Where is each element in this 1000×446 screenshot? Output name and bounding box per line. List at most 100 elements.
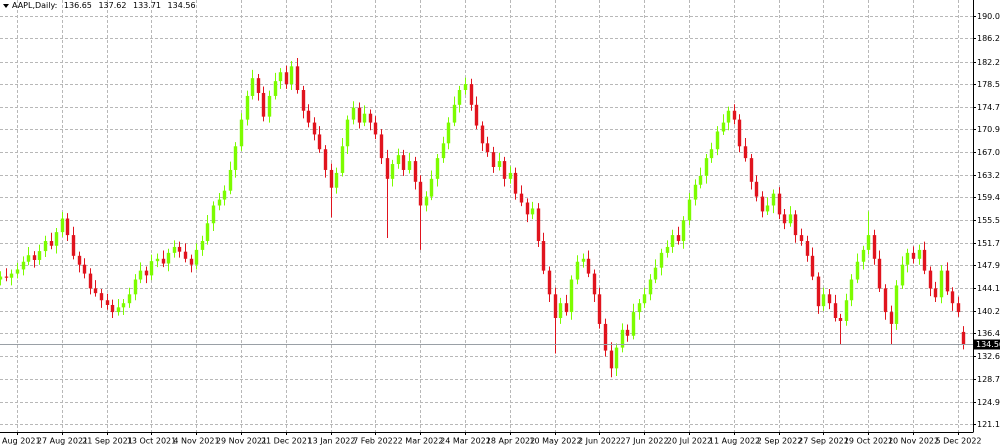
y-tick-label: 178.50 [977,80,1000,89]
candle-body [26,255,31,262]
candle-body [345,119,350,147]
y-tick-label: 147.90 [977,261,1000,270]
x-tick-label: 2 Mar 2022 [398,437,444,446]
candle-body [329,169,334,188]
candle-body [149,261,154,276]
candle-body [564,303,569,313]
candle-body [760,196,765,212]
candle-body [301,90,306,111]
x-tick-label: 7 Feb 2022 [353,437,398,446]
candle-body [9,273,14,278]
candle-body [273,81,278,96]
candle-body [222,190,227,200]
x-tick-label: 24 Mar 2022 [440,437,491,446]
candle-body [317,134,322,150]
candle-body [849,279,854,301]
candle-body [351,107,356,120]
candle-body [256,78,261,93]
candle-body [121,303,126,308]
candle-body [295,66,300,91]
candle-body [138,270,143,280]
candle-body [390,164,395,179]
chart-title: AAPL,Daily: [12,1,57,10]
candle-body [200,241,205,250]
candle-body [855,261,860,280]
candle-body [833,303,838,319]
candle-body [446,122,451,144]
candle-body [525,202,530,215]
candle-body [737,119,742,147]
candle-body [911,252,916,259]
header-close: 134.56 [168,1,196,10]
candle-body [37,251,42,260]
candle-body [172,246,177,253]
y-tick-label: 190.00 [977,12,1000,21]
candle-body [586,258,591,274]
y-tick-label: 163.20 [977,171,1000,180]
candle-body [480,125,485,144]
price-label: 134.56 [976,340,1000,349]
candle-body [637,303,642,313]
x-tick-label: 5 Aug 2021 [0,437,41,446]
candle-body [838,318,843,321]
candle-body [99,293,104,301]
candle-body [536,208,541,242]
candle-body [754,181,759,197]
candle-body [312,122,317,135]
candles [0,58,966,378]
candle-body [4,276,9,278]
candle-body [631,312,636,336]
x-tick-label: 10 May 2022 [529,437,581,446]
candle-body [217,199,222,206]
candle-body [306,110,311,123]
candle-body [905,252,910,265]
candle-body [956,303,961,313]
candle-body [642,294,647,304]
candle-body [603,323,608,351]
candle-body [289,66,294,85]
candle-body [676,235,681,242]
candle-body [166,252,171,264]
candle-body [945,270,950,292]
candle-body [233,146,238,170]
candle-body [133,279,138,295]
candle-body [71,235,76,256]
candle-body [261,92,266,117]
y-tick-label: 182.20 [977,58,1000,67]
candle-body [15,269,20,274]
candle-body [284,72,289,85]
candle-body [765,205,770,212]
candle-body [933,288,938,298]
candle-body [485,143,490,153]
candle-body [65,218,70,236]
candle-body [917,249,922,259]
candle-body [82,264,87,274]
x-tick-label: 27 Sep 2022 [798,437,849,446]
candle-body [810,255,815,277]
candle-body [653,267,658,280]
candle-body [771,193,776,206]
candle-body [581,258,586,262]
y-tick-label: 186.20 [977,34,1000,43]
axes: 190.00 186.20 182.20 178.50 174.70 170.90 167.… [0,12,1000,446]
candle-body [368,113,373,123]
candle-body [844,300,849,321]
candle-body [704,158,709,176]
candle-body [502,161,507,179]
price-label-box [974,339,1000,350]
candle-body [396,155,401,165]
candle-body [816,276,821,307]
x-tick-label: 13 Oct 2021 [127,437,176,446]
header-arrow [3,4,9,8]
candle-body [592,273,597,295]
candle-body [782,214,787,224]
candle-body [250,78,255,96]
candle-body [463,84,468,91]
candle-body [614,347,619,369]
candle-body [625,329,630,336]
candle-body [620,329,625,348]
candle-body [877,258,882,289]
candle-body [424,196,429,206]
candle-body [922,249,927,271]
